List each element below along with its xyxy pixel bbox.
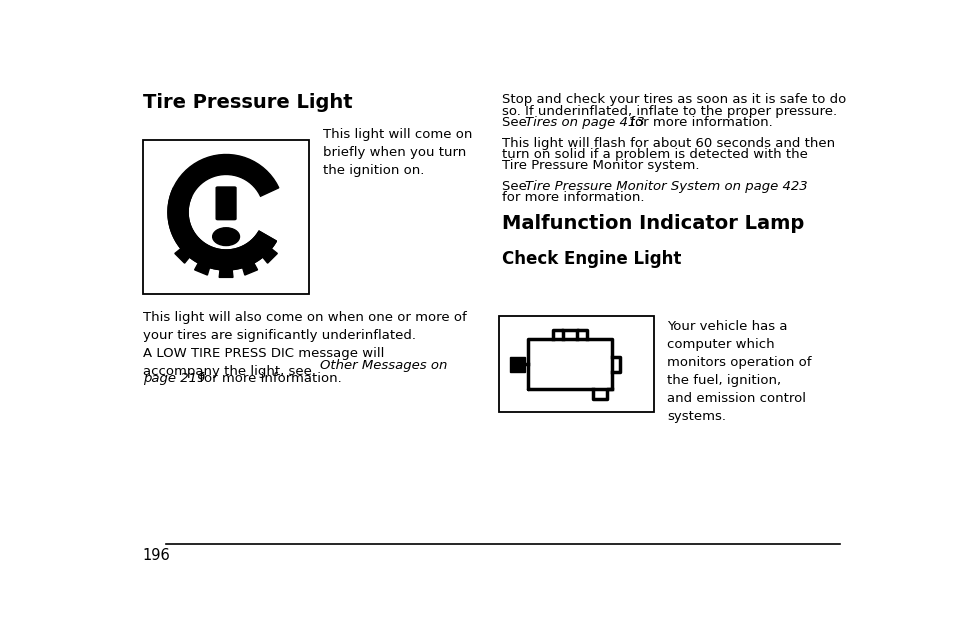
Text: Tire Pressure Light: Tire Pressure Light [143, 93, 353, 113]
Text: Stop and check your tires as soon as it is safe to do: Stop and check your tires as soon as it … [501, 93, 845, 106]
Text: 196: 196 [143, 548, 171, 563]
Bar [509, 357, 524, 371]
Bar [143, 140, 309, 294]
Text: Your vehicle has a
computer which
monitors operation of
the fuel, ignition,
and : Your vehicle has a computer which monito… [666, 320, 811, 423]
Text: This light will flash for about 60 seconds and then: This light will flash for about 60 secon… [501, 137, 835, 149]
Polygon shape [175, 231, 276, 270]
Text: A LOW TIRE PRESS DIC message will
accompany the light, see: A LOW TIRE PRESS DIC message will accomp… [143, 347, 384, 378]
Text: Tires on page 413: Tires on page 413 [524, 116, 644, 129]
Text: for more information.: for more information. [501, 191, 644, 204]
Circle shape [213, 228, 239, 245]
Text: Malfunction Indicator Lamp: Malfunction Indicator Lamp [501, 214, 803, 233]
Polygon shape [242, 263, 257, 275]
Text: This light will come on
briefly when you turn
the ignition on.: This light will come on briefly when you… [322, 128, 472, 177]
Polygon shape [194, 263, 210, 275]
Text: Check Engine Light: Check Engine Light [501, 250, 680, 268]
Text: Tire Pressure Monitor System on page 423: Tire Pressure Monitor System on page 423 [524, 179, 807, 193]
Polygon shape [174, 249, 190, 263]
Polygon shape [219, 270, 233, 277]
Polygon shape [168, 188, 193, 241]
Text: Other Messages on: Other Messages on [320, 359, 447, 373]
Text: turn on solid if a problem is detected with the: turn on solid if a problem is detected w… [501, 148, 807, 161]
Polygon shape [168, 155, 278, 270]
Text: This light will also come on when one or more of
your tires are significantly un: This light will also come on when one or… [143, 312, 466, 342]
Text: for more information.: for more information. [194, 372, 341, 385]
Polygon shape [262, 249, 277, 263]
Text: page 219: page 219 [143, 372, 205, 385]
Bar [498, 316, 653, 411]
Text: See: See [501, 116, 531, 129]
Text: so. If underinflated, inflate to the proper pressure.: so. If underinflated, inflate to the pro… [501, 105, 837, 118]
Text: Tire Pressure Monitor system.: Tire Pressure Monitor system. [501, 159, 699, 172]
Text: See: See [501, 179, 531, 193]
FancyBboxPatch shape [215, 186, 236, 220]
Text: for more information.: for more information. [626, 116, 772, 129]
